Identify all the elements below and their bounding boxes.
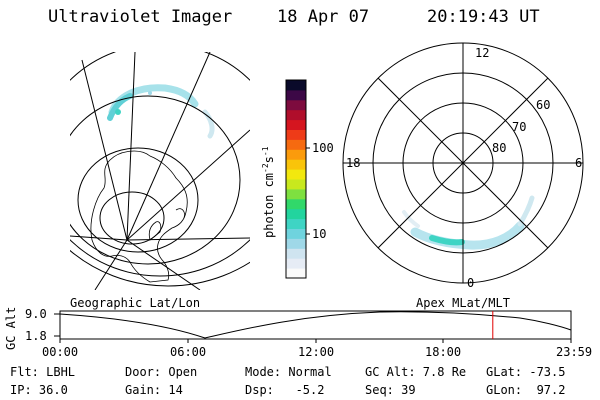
colorbar-band — [286, 169, 306, 180]
timeline-ylabel: GC Alt — [4, 306, 18, 350]
colorbar-band — [286, 149, 306, 160]
timeline-tick-0000: 00:00 — [42, 345, 79, 359]
filter-value: Flt: LBHL — [10, 365, 76, 379]
colorbar-unit-s: s — [262, 156, 276, 164]
geographic-map — [70, 52, 250, 290]
colorbar-band — [286, 238, 306, 249]
polar-mlt-plot — [342, 42, 584, 284]
colorbar-band — [286, 188, 306, 200]
timeline-tick-0600: 06:00 — [170, 345, 207, 359]
mlt-label-6: 6 — [575, 156, 583, 170]
intensity-colorbar — [286, 80, 306, 279]
instrument-title: Ultraviolet Imager — [48, 7, 233, 27]
colorbar-band — [286, 119, 306, 130]
mlt-label-0: 0 — [467, 276, 475, 290]
colorbar-band — [286, 99, 306, 111]
time-label: 20:19:43 UT — [427, 7, 540, 27]
ip-value: IP: 36.0 — [10, 383, 68, 397]
colorbar-band — [286, 218, 306, 229]
mlat-label-60: 60 — [536, 98, 551, 112]
colorbar-band — [286, 159, 306, 170]
timeline-tick-1800: 18:00 — [425, 345, 462, 359]
colorbar-unit: photon cm-2s-1 — [258, 78, 276, 238]
gain-value: Gain: 14 — [125, 383, 183, 397]
geographic-map-label: Geographic Lat/Lon — [70, 296, 201, 310]
mlt-label-18: 18 — [346, 156, 361, 170]
altitude-timeline — [54, 310, 572, 343]
mlt-label-12: 12 — [475, 46, 490, 60]
apex-map-label: Apex MLat/MLT — [416, 296, 510, 310]
timeline-y-bottom: 1.8 — [25, 329, 47, 343]
colorbar-band — [286, 248, 306, 259]
colorbar-unit-exp1: -2 — [261, 163, 270, 173]
colorbar-band — [286, 129, 306, 140]
colorbar-band — [286, 89, 306, 101]
mlat-label-80: 80 — [492, 141, 507, 155]
colorbar-frame — [285, 79, 307, 279]
colorbar-band — [286, 198, 306, 210]
gc-alt-value: GC Alt: 7.8 Re — [365, 365, 467, 379]
seq-value: Seq: 39 — [365, 383, 416, 397]
colorbar-band — [286, 139, 306, 150]
mlat-label-70: 70 — [512, 120, 527, 134]
colorbar-band — [286, 268, 306, 279]
colorbar-unit-base: photon cm — [262, 172, 276, 238]
door-value: Door: Open — [125, 365, 198, 379]
dsp-value: Dsp: -5.2 — [245, 383, 325, 397]
colorbar-label-10: 10 — [312, 227, 327, 241]
colorbar-unit-exp2: -1 — [261, 146, 270, 157]
date-label: 18 Apr 07 — [277, 7, 370, 27]
colorbar-label-100: 100 — [312, 141, 334, 155]
colorbar-band — [286, 80, 306, 91]
timeline-tick-2359: 23:59 — [556, 345, 593, 359]
glon-value: GLon: 97.2 — [486, 383, 566, 397]
colorbar-band — [286, 228, 306, 239]
colorbar-band — [286, 109, 306, 121]
aurora-emission-left — [107, 84, 215, 139]
timeline-tick-1200: 12:00 — [298, 345, 335, 359]
timeline-y-top: 9.0 — [25, 307, 47, 321]
colorbar-band — [286, 208, 306, 220]
glat-value: GLat: -73.5 — [486, 365, 566, 379]
colorbar-band — [286, 179, 306, 190]
colorbar-band — [286, 258, 306, 269]
mode-value: Mode: Normal — [245, 365, 332, 379]
